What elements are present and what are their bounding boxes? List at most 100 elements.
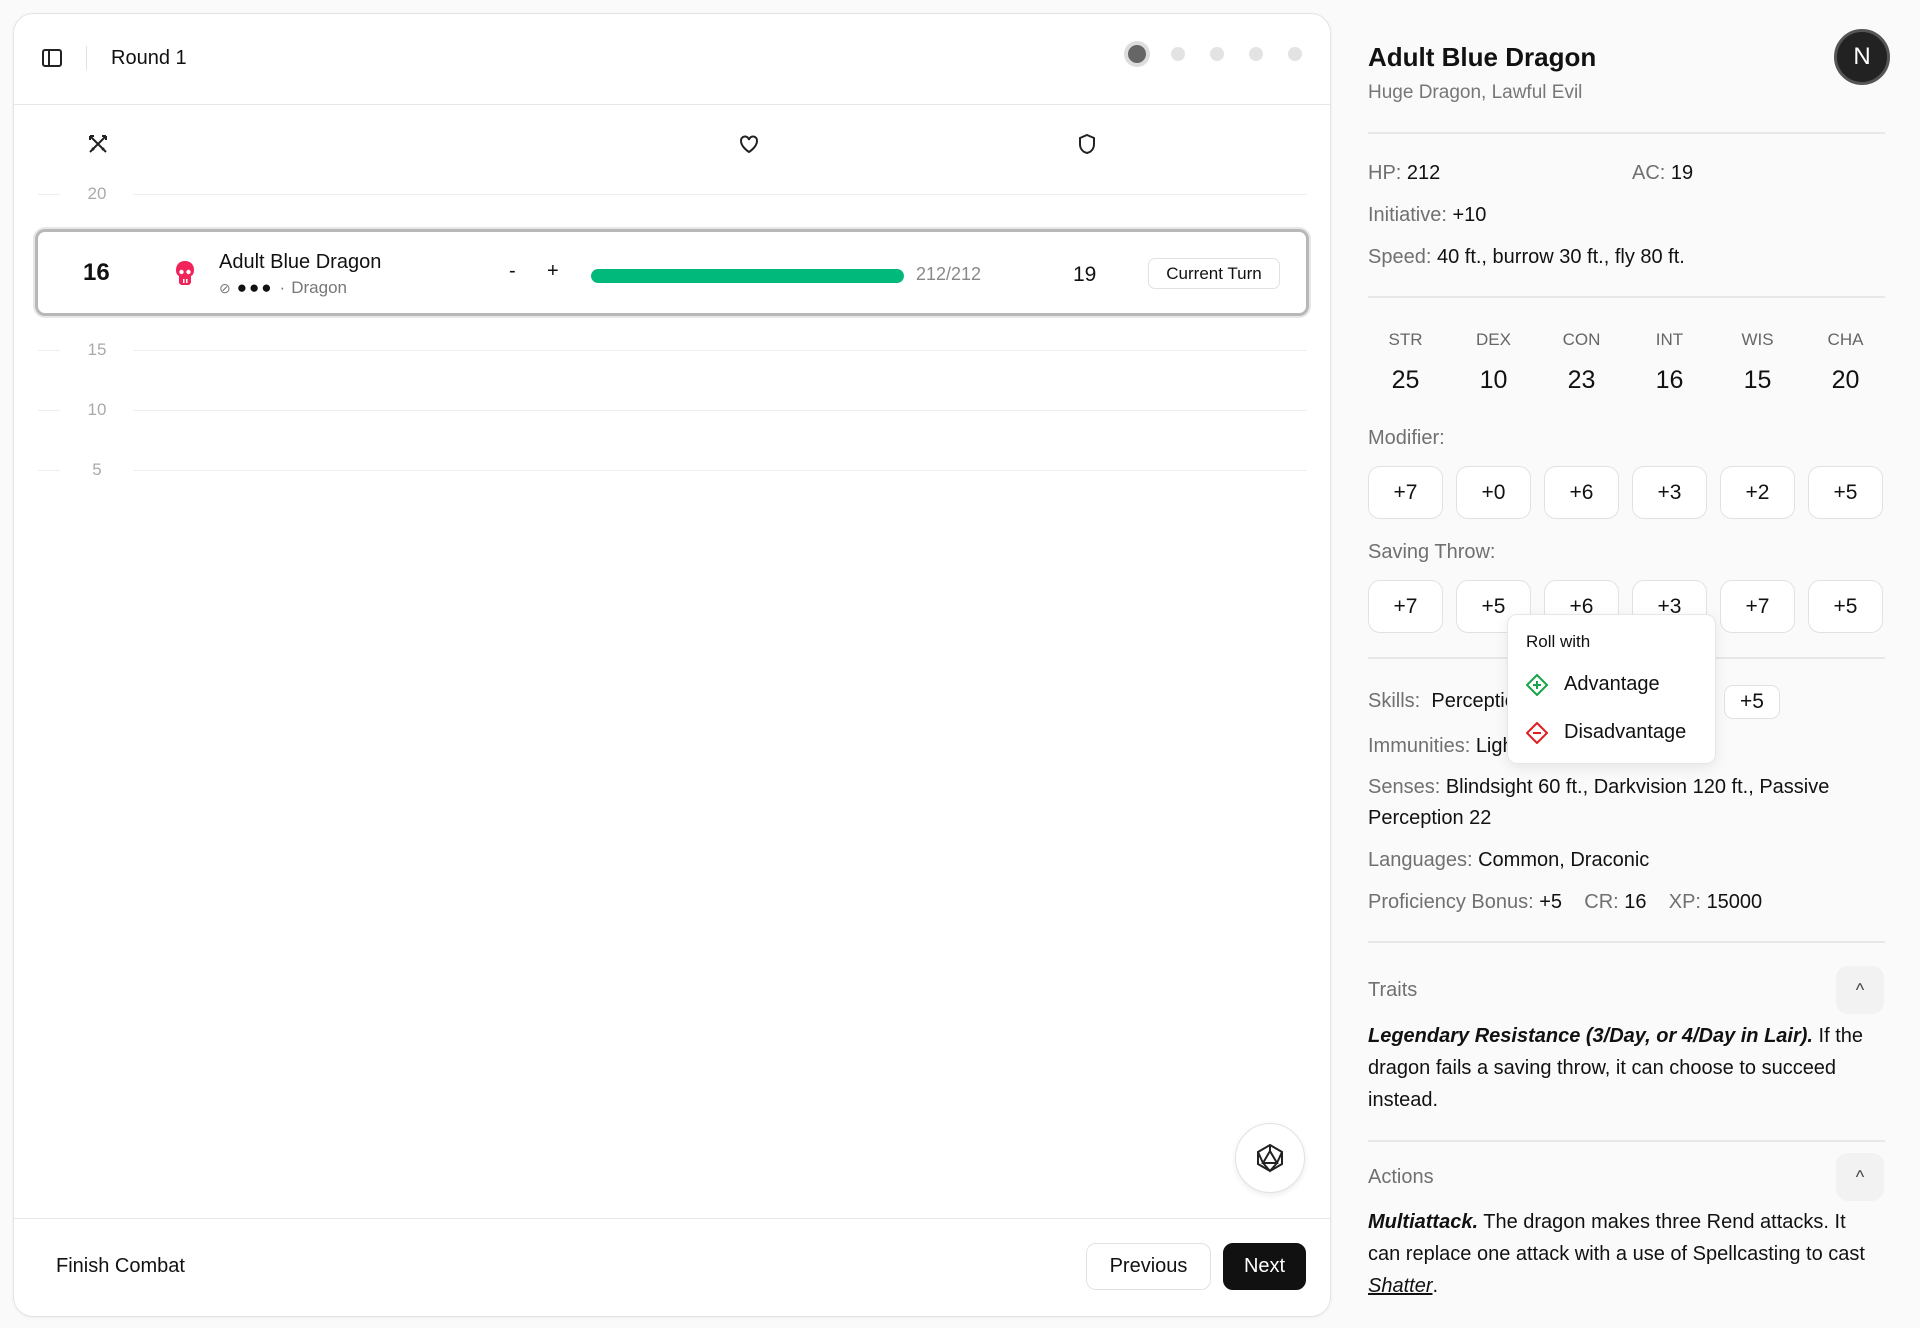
modifier-button[interactable]: +7 — [1368, 466, 1443, 519]
modifier-button[interactable]: +3 — [1632, 466, 1707, 519]
disadvantage-icon — [1526, 721, 1548, 744]
popup-title: Roll with — [1526, 632, 1591, 651]
round-dot[interactable] — [1128, 45, 1146, 63]
ac-value: 19 — [1670, 162, 1694, 184]
initiative-label: Initiative: — [1368, 204, 1447, 226]
grid-line — [133, 194, 1307, 195]
d20-icon — [1257, 1143, 1283, 1173]
divider — [1368, 941, 1885, 943]
traits-collapse-button[interactable]: ^ — [1836, 966, 1884, 1014]
ac-value: 19 — [1073, 263, 1097, 286]
modifier-button[interactable]: +2 — [1720, 466, 1795, 519]
hp-stat: HP: 212 — [1368, 157, 1440, 189]
saving-throw-button[interactable]: +7 — [1368, 580, 1443, 633]
traits-title: Traits — [1368, 979, 1418, 1001]
action-name: Multiattack. — [1368, 1211, 1479, 1233]
axis-tick — [38, 350, 60, 351]
axis-label: 20 — [87, 184, 107, 203]
modifier-button[interactable]: +5 — [1808, 466, 1883, 519]
ability-name: WIS — [1741, 330, 1774, 349]
hp-decrease-button[interactable]: - — [509, 260, 516, 282]
divider — [1368, 1140, 1885, 1142]
shield-off-icon: ⊘ — [219, 279, 231, 296]
disadvantage-label: Disadvantage — [1564, 721, 1687, 743]
initiative-value: 16 — [83, 259, 110, 286]
axis-label: 5 — [92, 460, 102, 479]
trait-description: If the dragon fails a saving throw, it c… — [1368, 1025, 1864, 1111]
ability-score: 25 — [1391, 366, 1420, 394]
advantage-label: Advantage — [1564, 673, 1660, 695]
skill-roll-button[interactable]: +5 — [1724, 685, 1780, 719]
modifier-label: Modifier: — [1368, 427, 1445, 449]
finish-combat-button[interactable]: Finish Combat — [56, 1255, 185, 1277]
axis-tick — [38, 410, 60, 411]
ac-stat: AC: 19 — [1632, 157, 1693, 189]
divider — [1368, 296, 1885, 298]
axis-tick — [38, 194, 60, 195]
heart-icon — [740, 135, 758, 154]
proficiency-row: Proficiency Bonus: +5 CR: 16 XP: 15000 — [1368, 886, 1762, 918]
speed-label: Speed: — [1368, 246, 1432, 268]
trait-name: Legendary Resistance (3/Day, or 4/Day in… — [1368, 1025, 1813, 1047]
combatant-name: Adult Blue Dragon — [219, 251, 382, 273]
chevron-up-icon: ^ — [1855, 979, 1865, 1000]
pb-value: +5 — [1539, 891, 1563, 913]
xp-value: 15000 — [1706, 891, 1763, 913]
divider — [1368, 132, 1885, 134]
spell-link[interactable]: Shatter — [1368, 1275, 1433, 1297]
languages-label: Languages: — [1368, 849, 1473, 871]
skills-value: Perception — [1431, 690, 1527, 712]
senses-label: Senses: — [1368, 776, 1441, 798]
xp-label: XP: — [1668, 891, 1701, 913]
initiative-stat: Initiative: +10 — [1368, 199, 1486, 231]
ability-score: 15 — [1743, 366, 1772, 394]
ability-score: 16 — [1655, 366, 1684, 394]
hp-bar — [591, 269, 904, 283]
avatar[interactable]: N — [1834, 29, 1890, 85]
disadvantage-option[interactable]: Disadvantage — [1526, 721, 1686, 744]
cr-value: 16 — [1624, 891, 1647, 913]
saving-throw-button[interactable]: +7 — [1720, 580, 1795, 633]
axis-label: 10 — [87, 400, 107, 419]
ability-name: CON — [1562, 330, 1601, 349]
shield-icon — [1079, 133, 1095, 155]
skills-label: Skills: — [1368, 690, 1421, 712]
actions-collapse-button[interactable]: ^ — [1836, 1153, 1884, 1201]
axis-label: 15 — [87, 340, 107, 359]
round-dot[interactable] — [1171, 47, 1185, 61]
grid-line — [133, 350, 1307, 351]
saving-throw-label: Saving Throw: — [1368, 541, 1496, 563]
senses-value: Blindsight 60 ft., Darkvision 120 ft., P… — [1368, 776, 1830, 829]
ability-score: 23 — [1567, 366, 1596, 394]
trait-text: Legendary Resistance (3/Day, or 4/Day in… — [1368, 1020, 1873, 1116]
modifier-button[interactable]: +0 — [1456, 466, 1531, 519]
ac-label: AC: — [1632, 162, 1666, 184]
dice-roll-button[interactable] — [1235, 1123, 1305, 1193]
languages-row: Languages: Common, Draconic — [1368, 844, 1649, 876]
hp-text: 212/212 — [916, 264, 982, 284]
actions-title: Actions — [1368, 1166, 1434, 1188]
status-dots: ●●● — [236, 278, 274, 297]
sidebar-toggle-icon[interactable] — [42, 49, 62, 67]
combatant-subline: ⊘ ●●● · Dragon — [219, 278, 347, 298]
advantage-option[interactable]: Advantage — [1526, 673, 1660, 696]
chevron-up-icon: ^ — [1855, 1166, 1865, 1187]
next-button[interactable]: Next — [1223, 1243, 1306, 1290]
hp-increase-button[interactable]: + — [547, 260, 559, 282]
roll-with-popup: Roll with Advantage Disadvantage — [1507, 614, 1716, 764]
current-turn-button[interactable]: Current Turn — [1148, 258, 1280, 289]
languages-value: Common, Draconic — [1478, 849, 1650, 871]
skull-icon — [176, 261, 194, 285]
saving-throw-button[interactable]: +5 — [1808, 580, 1883, 633]
grid-line — [133, 410, 1307, 411]
hp-label: HP: — [1368, 162, 1402, 184]
axis-tick — [38, 470, 60, 471]
round-dot[interactable] — [1288, 47, 1302, 61]
round-dot[interactable] — [1249, 47, 1263, 61]
action-description: The dragon makes three Rend attacks. It … — [1368, 1211, 1865, 1265]
modifier-button[interactable]: +6 — [1544, 466, 1619, 519]
ability-name: DEX — [1476, 330, 1511, 349]
previous-button[interactable]: Previous — [1086, 1243, 1211, 1290]
round-dot[interactable] — [1210, 47, 1224, 61]
combatant-row[interactable]: 16 Adult Blue Dragon ⊘ ●●● · Dragon - + … — [35, 229, 1309, 316]
